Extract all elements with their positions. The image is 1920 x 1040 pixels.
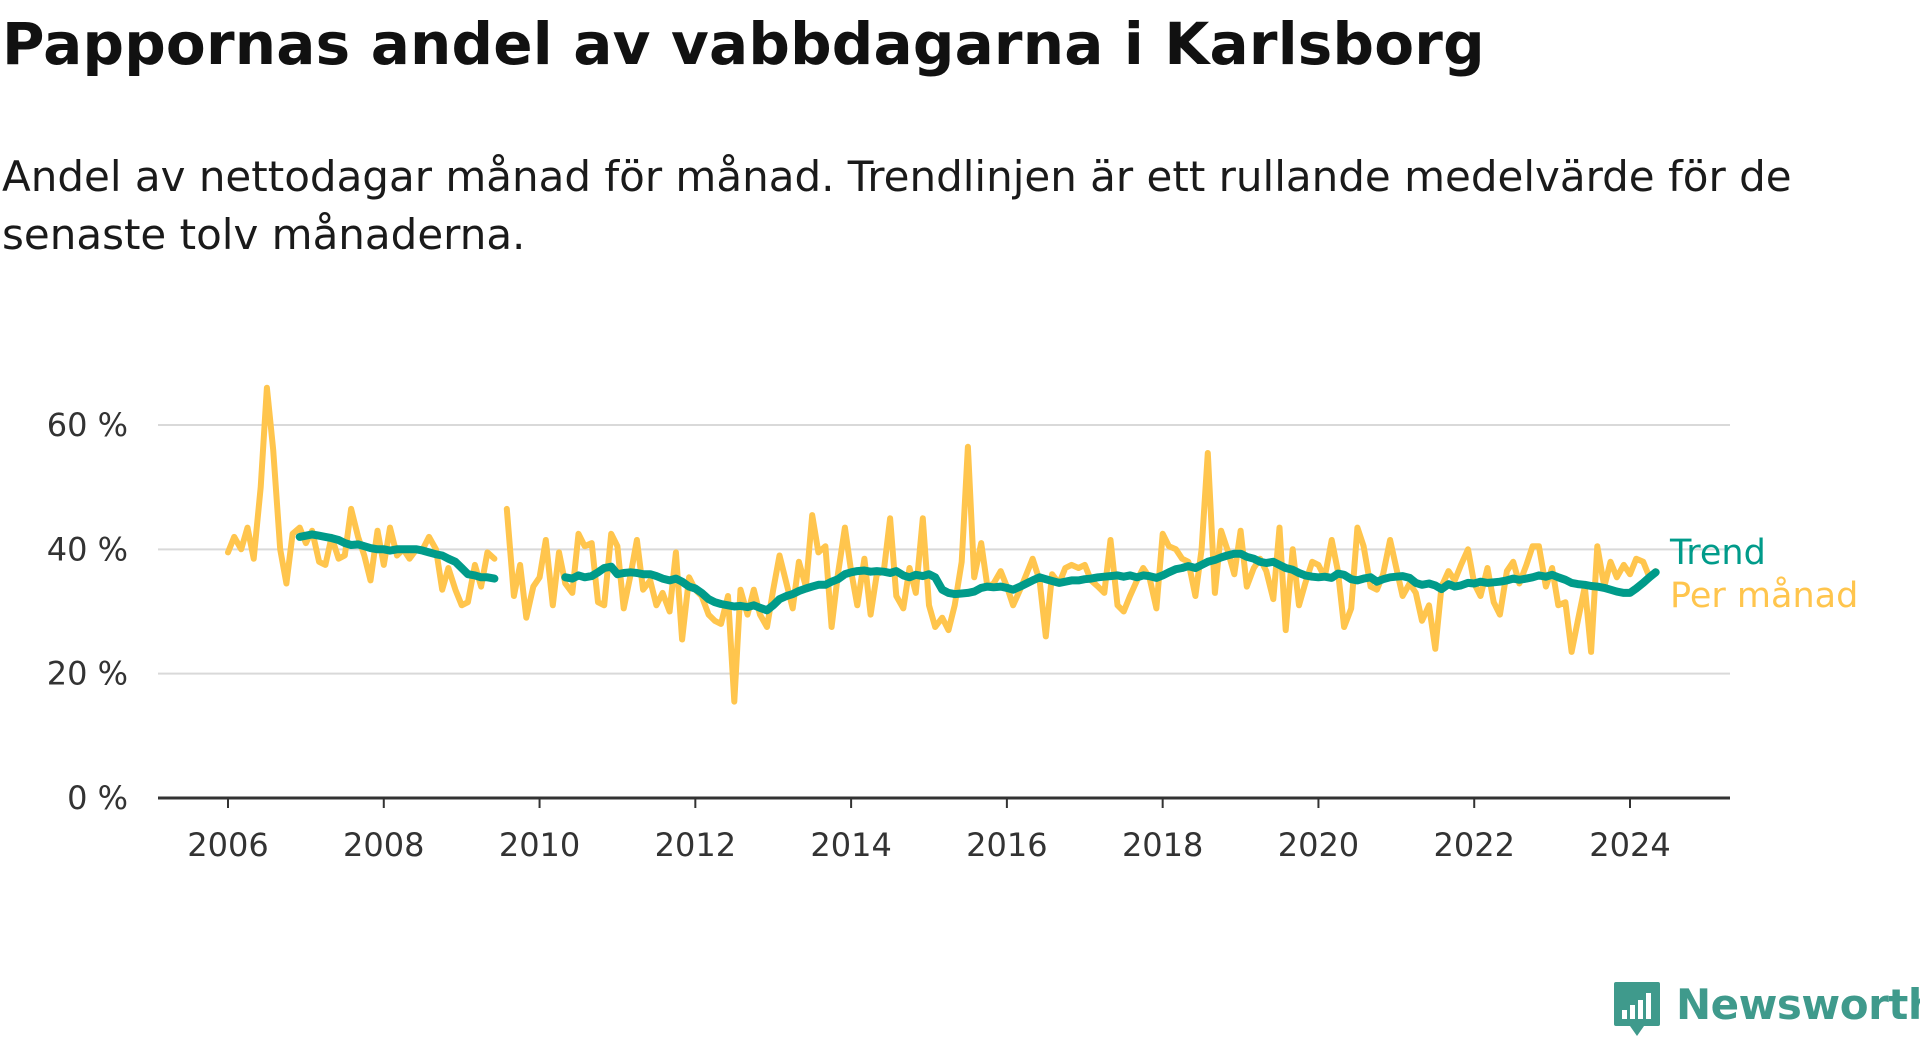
x-tick-label: 2024 [1589,826,1670,864]
x-tick-label: 2012 [655,826,736,864]
chart-subtitle: Andel av nettodagar månad för månad. Tre… [2,152,1792,259]
series-line-per-manad-segment-2 [503,443,1659,705]
series-line-trend-segment-1 [295,530,499,583]
axes: 0 % 20 % 40 % 60 % 2006 2008 2010 2012 2014 2016 2… [47,406,1730,864]
x-tick-label: 2018 [1122,826,1203,864]
series-line-per-manad-segment-1 [225,384,498,609]
x-tick-label: 2016 [966,826,1047,864]
x-tick-label: 2006 [187,826,268,864]
x-tick-label: 2014 [810,826,891,864]
series-line-trend-segment-2 [561,549,1660,615]
x-tick-label: 2008 [343,826,424,864]
x-tick-label: 2020 [1278,826,1359,864]
y-tick-label: 0 % [67,779,128,817]
newsworthy-logo-icon [1614,982,1660,1036]
legend: Trend Per månad [1669,533,1858,616]
chart-title: Pappornas andel av vabbdagarna i Karlsbo… [2,10,1485,78]
newsworthy-brand: Newsworthy [1612,978,1920,1040]
legend-label-trend: Trend [1669,533,1766,573]
y-tick-label: 20 % [47,655,128,693]
brand-name: Newsworthy [1676,980,1920,1029]
y-tick-label: 60 % [47,406,128,444]
series-lines [225,384,1660,705]
y-tick-label: 40 % [47,530,128,568]
legend-label-per-manad: Per månad [1670,575,1858,616]
x-tick-label: 2010 [499,826,580,864]
x-tick-label: 2022 [1434,826,1515,864]
